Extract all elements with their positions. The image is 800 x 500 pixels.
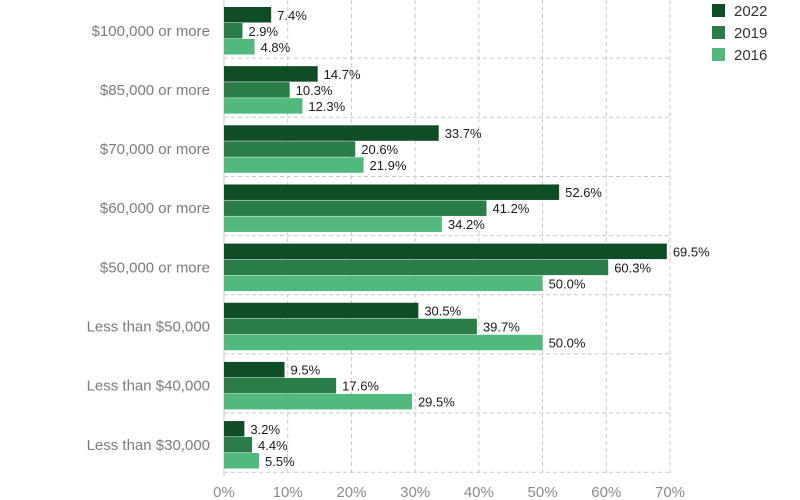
legend-swatch-2016: [712, 48, 725, 61]
x-tick-label: 10%: [273, 484, 303, 500]
value-label: 29.5%: [418, 395, 455, 410]
value-label: 21.9%: [370, 158, 407, 173]
bar-2016: [224, 39, 255, 55]
value-label: 34.2%: [448, 217, 485, 232]
bar-2019: [224, 200, 487, 216]
x-tick-label: 70%: [655, 484, 685, 500]
bar-2022: [224, 302, 419, 319]
bar-2016: [224, 334, 543, 351]
x-tick-label: 60%: [591, 484, 621, 500]
value-label: 17.6%: [342, 379, 379, 394]
bar-2022: [224, 243, 667, 260]
legend-swatch-2019: [712, 26, 725, 39]
value-label: 60.3%: [614, 260, 651, 275]
bar-2019: [224, 141, 356, 157]
value-label: 41.2%: [493, 201, 530, 216]
value-label: 10.3%: [296, 83, 333, 98]
bar-2016: [224, 393, 412, 410]
legend-label: 2016: [734, 47, 767, 64]
value-label: 5.5%: [265, 454, 295, 469]
value-label: 12.3%: [308, 99, 345, 114]
bar-2022: [224, 421, 245, 437]
value-label: 4.4%: [258, 438, 288, 453]
value-label: 69.5%: [673, 244, 710, 259]
category-label: $100,000 or more: [92, 23, 210, 40]
bars: [224, 7, 667, 469]
category-label: Less than $50,000: [87, 319, 210, 336]
x-tick-label: 40%: [464, 484, 494, 500]
bar-2019: [224, 23, 243, 39]
value-labels: 7.4%2.9%4.8% 14.7%10.3%12.3% 33.7% 20.6%21.…: [248, 8, 710, 469]
x-tick-label: 20%: [336, 484, 366, 500]
category-label: Less than $30,000: [87, 437, 210, 454]
x-tick-label: 50%: [528, 484, 558, 500]
value-label: 39.7%: [483, 320, 520, 335]
bar-2022: [224, 184, 560, 200]
value-label: 50.0%: [549, 276, 586, 291]
legend: 2022 2019 2016: [712, 3, 767, 64]
bar-2016: [224, 98, 303, 114]
category-labels: $100,000 or more $85,000 or more $70,000 o…: [87, 23, 210, 454]
bar-2022: [224, 361, 285, 378]
bar-2016: [224, 275, 543, 292]
value-label: 30.5%: [424, 304, 461, 319]
bar-2019: [224, 82, 290, 98]
bar-2016: [224, 453, 260, 469]
value-label: 14.7%: [324, 67, 361, 82]
category-label: $70,000 or more: [100, 141, 210, 158]
bar-2022: [224, 7, 272, 23]
value-label: 52.6%: [565, 185, 602, 200]
value-label: 4.8%: [261, 40, 291, 55]
bar-2019: [224, 259, 609, 276]
value-label: 3.2%: [250, 422, 280, 437]
bar-2022: [224, 125, 439, 141]
grid-lines: [223, 0, 671, 476]
value-label: 50.0%: [549, 336, 586, 351]
category-label: $50,000 or more: [100, 259, 210, 276]
x-tick-label: 30%: [400, 484, 430, 500]
legend-swatch-2022: [712, 4, 725, 17]
value-label: 2.9%: [248, 24, 278, 39]
bar-2019: [224, 437, 253, 453]
legend-label: 2022: [734, 3, 767, 20]
bar-2019: [224, 318, 477, 335]
bar-2016: [224, 157, 364, 173]
bar-2022: [224, 66, 318, 82]
value-label: 20.6%: [361, 142, 398, 157]
category-label: $85,000 or more: [100, 82, 210, 99]
bar-2019: [224, 377, 337, 394]
value-label: 7.4%: [277, 8, 307, 23]
bar-2016: [224, 216, 442, 232]
category-label: $60,000 or more: [100, 200, 210, 217]
legend-label: 2019: [734, 25, 767, 42]
value-label: 33.7%: [445, 126, 482, 141]
category-label: Less than $40,000: [87, 378, 210, 395]
x-tick-label: 0%: [213, 484, 235, 500]
value-label: 9.5%: [291, 363, 321, 378]
x-axis-ticks: 0% 10% 20% 30% 40% 50% 60% 70%: [213, 484, 685, 500]
